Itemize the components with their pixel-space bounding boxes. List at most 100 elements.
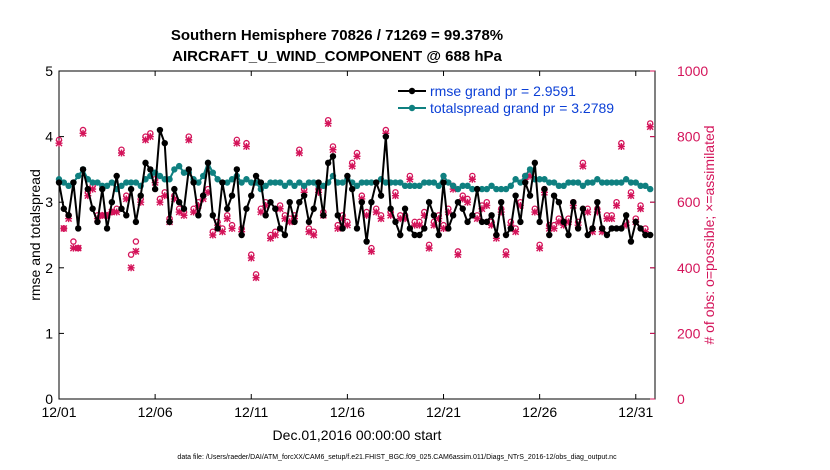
totalspread-point — [156, 172, 164, 180]
obs-assimilated-marker — [415, 221, 423, 229]
rmse-point — [329, 153, 337, 160]
totalspread-point — [430, 179, 438, 186]
obs-assimilated-marker — [367, 247, 375, 255]
rmse-point — [60, 205, 68, 212]
totalspread-point — [522, 172, 529, 180]
obs-assimilated-marker — [444, 208, 452, 216]
rmse-point — [171, 185, 178, 193]
totalspread-point — [358, 179, 366, 186]
totalspread-point — [118, 182, 125, 189]
rmse-point — [238, 231, 245, 239]
rmse-point — [488, 212, 495, 219]
rmse-point — [89, 205, 96, 212]
totalspread-point — [594, 176, 601, 183]
obs-assimilated-marker — [502, 251, 510, 259]
rmse-point — [84, 185, 92, 193]
totalspread-point — [517, 179, 524, 186]
obs-assimilated-marker — [142, 136, 150, 144]
totalspread-point — [296, 179, 303, 186]
totalspread-point — [353, 182, 361, 189]
obs-assimilated-marker — [146, 133, 154, 141]
rmse-point — [637, 225, 644, 232]
totalspread-point — [454, 185, 462, 193]
obs-assimilated-marker — [262, 201, 270, 209]
obs-assimilated-marker — [358, 195, 366, 203]
rmse-point — [55, 179, 63, 186]
obs-assimilated-marker — [55, 139, 63, 147]
rmse-line — [58, 129, 651, 242]
rmse-point — [397, 231, 404, 239]
rmse-point — [632, 218, 639, 226]
rmse-point — [435, 231, 442, 239]
totalspread-point — [401, 182, 409, 189]
rmse-point — [320, 212, 327, 219]
totalspread-point — [300, 182, 308, 189]
rmse-point — [464, 218, 471, 226]
obs-assimilated-marker — [276, 205, 284, 213]
rmse-point — [522, 179, 529, 186]
rmse-point — [555, 199, 563, 206]
obs-assimilated-marker — [218, 228, 226, 236]
rmse-point — [204, 159, 212, 167]
y-tick-label: 1 — [45, 325, 53, 341]
rmse-point — [286, 199, 293, 206]
rmse-point — [70, 179, 77, 186]
rmse-point — [137, 192, 144, 199]
rmse-point — [570, 199, 577, 206]
right-axis: 0 200 400 600 800 1000 — [650, 63, 708, 407]
obs-assimilated-marker — [579, 162, 587, 170]
rmse-point — [209, 212, 217, 219]
y2-tick-label: 0 — [677, 391, 685, 407]
obs-assimilated-marker — [324, 119, 332, 127]
obs-assimilated-marker — [598, 228, 606, 236]
y2-tick-label: 800 — [677, 129, 701, 145]
x-tick-label: 12/21 — [426, 404, 461, 420]
totalspread-point — [627, 179, 635, 186]
rmse-point — [627, 238, 635, 245]
totalspread-point — [132, 179, 140, 186]
totalspread-point — [483, 185, 490, 193]
totalspread-point — [642, 182, 649, 189]
obs-assimilated-marker — [156, 198, 164, 206]
totalspread-point — [267, 179, 274, 186]
rmse-point — [175, 199, 183, 206]
rmse-point — [574, 225, 582, 232]
rmse-point — [536, 218, 543, 226]
totalspread-point — [248, 179, 255, 186]
rmse-point — [531, 159, 539, 167]
totalspread-point — [238, 179, 245, 186]
obs-assimilated-marker — [185, 136, 193, 144]
obs-assimilated-marker — [113, 208, 121, 216]
obs-assimilated-marker — [401, 215, 409, 223]
totalspread-point — [608, 179, 615, 186]
obs-assimilated-marker — [550, 224, 558, 232]
y-tick-label: 3 — [45, 194, 53, 210]
legend-rmse-label: rmse grand pr = 2.9591 — [430, 83, 576, 99]
totalspread-point — [199, 172, 207, 180]
rmse-point — [257, 179, 265, 186]
rmse-point — [642, 231, 649, 239]
obs-assimilated-marker — [526, 172, 534, 180]
rmse-point — [483, 218, 490, 226]
obs-assimilated-marker — [69, 244, 77, 252]
rmse-series — [55, 126, 654, 245]
obs-assimilated-marker — [425, 244, 433, 252]
x-tick-label: 12/11 — [234, 404, 268, 420]
totalspread-point — [502, 185, 510, 193]
rmse-point — [75, 225, 82, 232]
rmse-point — [517, 218, 524, 226]
rmse-point — [560, 218, 567, 226]
rmse-point — [123, 212, 130, 219]
totalspread-point — [536, 176, 543, 183]
rmse-point — [401, 205, 409, 212]
rmse-point — [199, 192, 207, 199]
footnote: data file: /Users/raeder/DAI/ATM_forcXX/… — [177, 454, 617, 461]
rmse-point — [276, 225, 284, 232]
totalspread-point — [224, 179, 231, 186]
rmse-point — [334, 212, 341, 219]
obs-assimilated-marker — [617, 142, 625, 150]
rmse-point — [243, 205, 250, 212]
obs-assimilated-marker — [257, 208, 265, 216]
totalspread-point — [570, 179, 577, 186]
obs-assimilated-marker — [391, 192, 399, 200]
